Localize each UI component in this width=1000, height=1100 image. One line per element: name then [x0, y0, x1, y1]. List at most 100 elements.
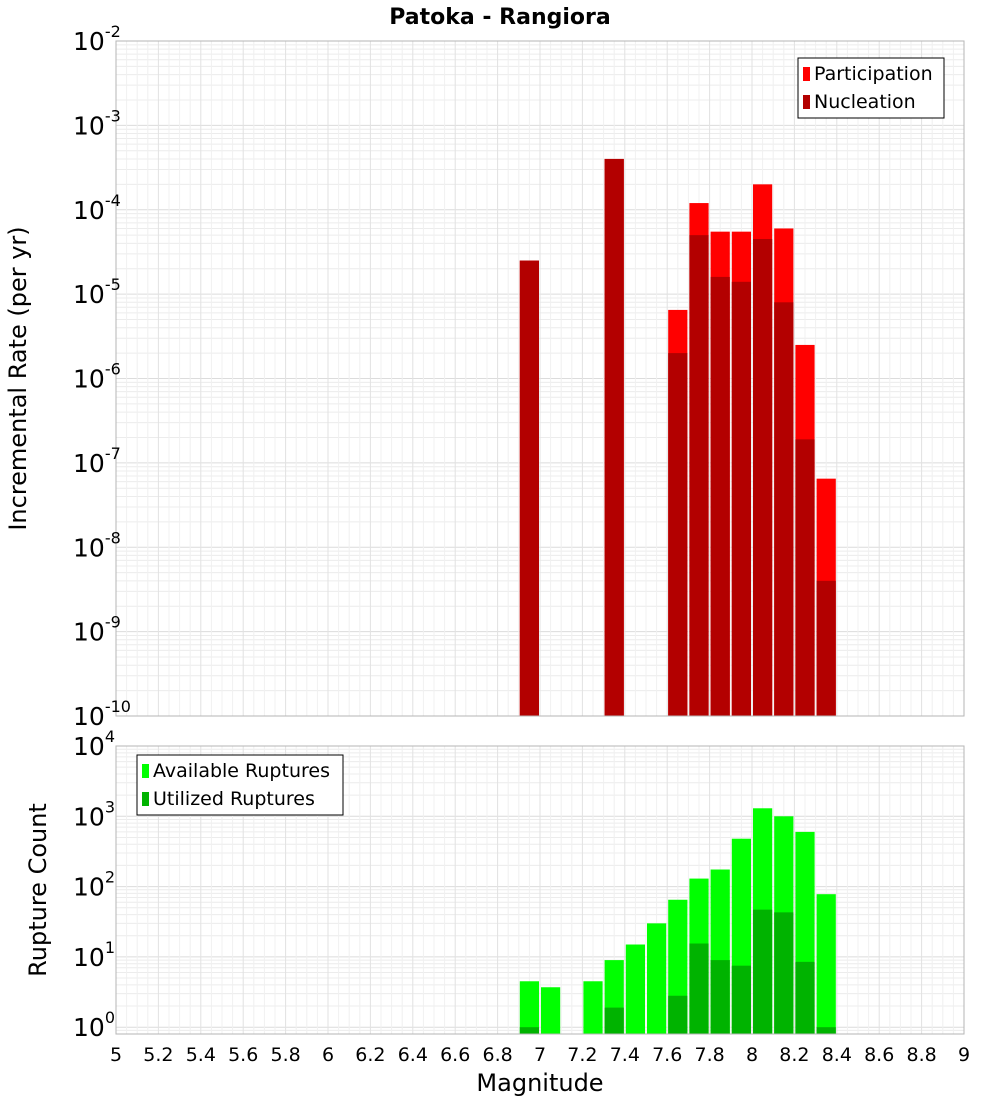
y-tick-exponent: -6 — [105, 360, 121, 379]
legend-box — [136, 754, 344, 816]
x-tick-label: 8.6 — [864, 1044, 894, 1066]
y-tick-exponent: 0 — [105, 1008, 115, 1027]
x-tick-label: 6.4 — [398, 1044, 428, 1066]
x-tick-label: 6.6 — [440, 1044, 470, 1066]
bar-utilized-ruptures — [668, 995, 688, 1034]
series-nucleation — [519, 158, 836, 717]
y-tick-base: 10 — [73, 618, 105, 647]
x-tick-label: 6.2 — [355, 1044, 385, 1066]
bar-available-ruptures — [519, 981, 539, 1034]
legend-box — [797, 57, 945, 119]
bar-utilized-ruptures — [816, 1027, 836, 1034]
y-tick-exponent: -8 — [105, 528, 121, 547]
legend-label: Participation — [814, 63, 933, 85]
y-tick-base: 10 — [73, 365, 105, 394]
y-tick-exponent: 1 — [105, 938, 115, 957]
legend-swatch — [142, 792, 149, 806]
y-axis-label-count: Rupture Count — [24, 803, 52, 977]
x-tick-label: 5.4 — [186, 1044, 216, 1066]
bar-available-ruptures — [647, 923, 667, 1034]
x-tick-label: 7.8 — [694, 1044, 724, 1066]
y-tick-label: 102 — [73, 868, 115, 902]
bar-nucleation — [710, 276, 730, 716]
series-utilized-ruptures — [519, 909, 836, 1034]
y-tick-exponent: -9 — [105, 613, 121, 632]
bar-nucleation — [816, 580, 836, 716]
chart-title: Patoka - Rangiora — [389, 5, 610, 30]
bar-utilized-ruptures — [689, 943, 709, 1034]
bar-nucleation — [795, 439, 815, 716]
x-tick-label: 8.8 — [906, 1044, 936, 1066]
y-tick-base: 10 — [73, 27, 105, 56]
y-tick-base: 10 — [73, 280, 105, 309]
y-tick-base: 10 — [73, 111, 105, 140]
x-tick-label: 8.4 — [822, 1044, 852, 1066]
y-tick-base: 10 — [73, 873, 105, 902]
y-tick-exponent: -2 — [105, 22, 121, 41]
x-tick-label: 9 — [958, 1044, 970, 1066]
x-tick-label: 7.6 — [652, 1044, 682, 1066]
bar-nucleation — [731, 281, 751, 716]
x-tick-label: 8.2 — [779, 1044, 809, 1066]
y-tick-base: 10 — [73, 732, 105, 761]
legend-swatch — [803, 67, 810, 81]
y-tick-label: 100 — [73, 1008, 115, 1042]
y-tick-label: 104 — [73, 727, 115, 761]
y-tick-label: 10-10 — [73, 697, 131, 731]
y-tick-label: 10-2 — [73, 22, 121, 56]
y-tick-label: 10-7 — [73, 444, 121, 478]
y-tick-label: 10-3 — [73, 106, 121, 140]
y-tick-exponent: 3 — [105, 797, 115, 816]
grid-rate — [115, 40, 965, 717]
bar-utilized-ruptures — [604, 1007, 624, 1034]
y-tick-label: 10-9 — [73, 613, 121, 647]
y-axis-label-rate: Incremental Rate (per yr) — [4, 226, 32, 530]
y-tick-exponent: -3 — [105, 106, 121, 125]
y-tick-label: 10-4 — [73, 191, 121, 225]
x-tick-label: 8 — [746, 1044, 758, 1066]
y-tick-label: 10-6 — [73, 360, 121, 394]
y-tick-exponent: 2 — [105, 868, 115, 887]
legend-swatch — [142, 764, 149, 778]
bar-nucleation — [753, 239, 773, 716]
bar-utilized-ruptures — [519, 1027, 539, 1034]
bar-available-ruptures — [541, 987, 561, 1034]
legend-label: Nucleation — [814, 91, 916, 113]
y-tick-base: 10 — [73, 533, 105, 562]
x-tick-label: 5.6 — [228, 1044, 258, 1066]
y-tick-label: 10-5 — [73, 275, 121, 309]
bar-utilized-ruptures — [753, 909, 773, 1034]
bar-nucleation — [668, 353, 688, 716]
y-tick-exponent: -10 — [105, 697, 131, 716]
y-tick-label: 103 — [73, 797, 115, 831]
legend-label: Available Ruptures — [153, 760, 330, 782]
bar-utilized-ruptures — [795, 961, 815, 1034]
x-tick-label: 7 — [534, 1044, 546, 1066]
y-tick-base: 10 — [73, 702, 105, 731]
legend-label: Utilized Ruptures — [153, 788, 315, 810]
bar-nucleation — [689, 235, 709, 716]
bar-utilized-ruptures — [774, 912, 794, 1034]
y-tick-base: 10 — [73, 802, 105, 831]
x-axis-label: Magnitude — [476, 1069, 603, 1097]
bar-utilized-ruptures — [710, 960, 730, 1034]
x-tick-label: 5.8 — [270, 1044, 300, 1066]
x-tick-label: 5.2 — [143, 1044, 173, 1066]
y-tick-base: 10 — [73, 449, 105, 478]
x-tick-label: 6 — [322, 1044, 334, 1066]
y-tick-exponent: -4 — [105, 191, 121, 210]
legend-count: Available Ruptures Utilized Ruptures — [136, 754, 344, 816]
plot-frame-count — [115, 745, 965, 1035]
bar-nucleation — [519, 260, 539, 716]
y-tick-base: 10 — [73, 1013, 105, 1042]
x-tick-label: 6.8 — [482, 1044, 512, 1066]
y-tick-label: 101 — [73, 938, 115, 972]
bar-available-ruptures — [625, 944, 645, 1034]
legend-swatch — [803, 95, 810, 109]
y-tick-exponent: -5 — [105, 275, 121, 294]
x-tick-label: 7.2 — [567, 1044, 597, 1066]
